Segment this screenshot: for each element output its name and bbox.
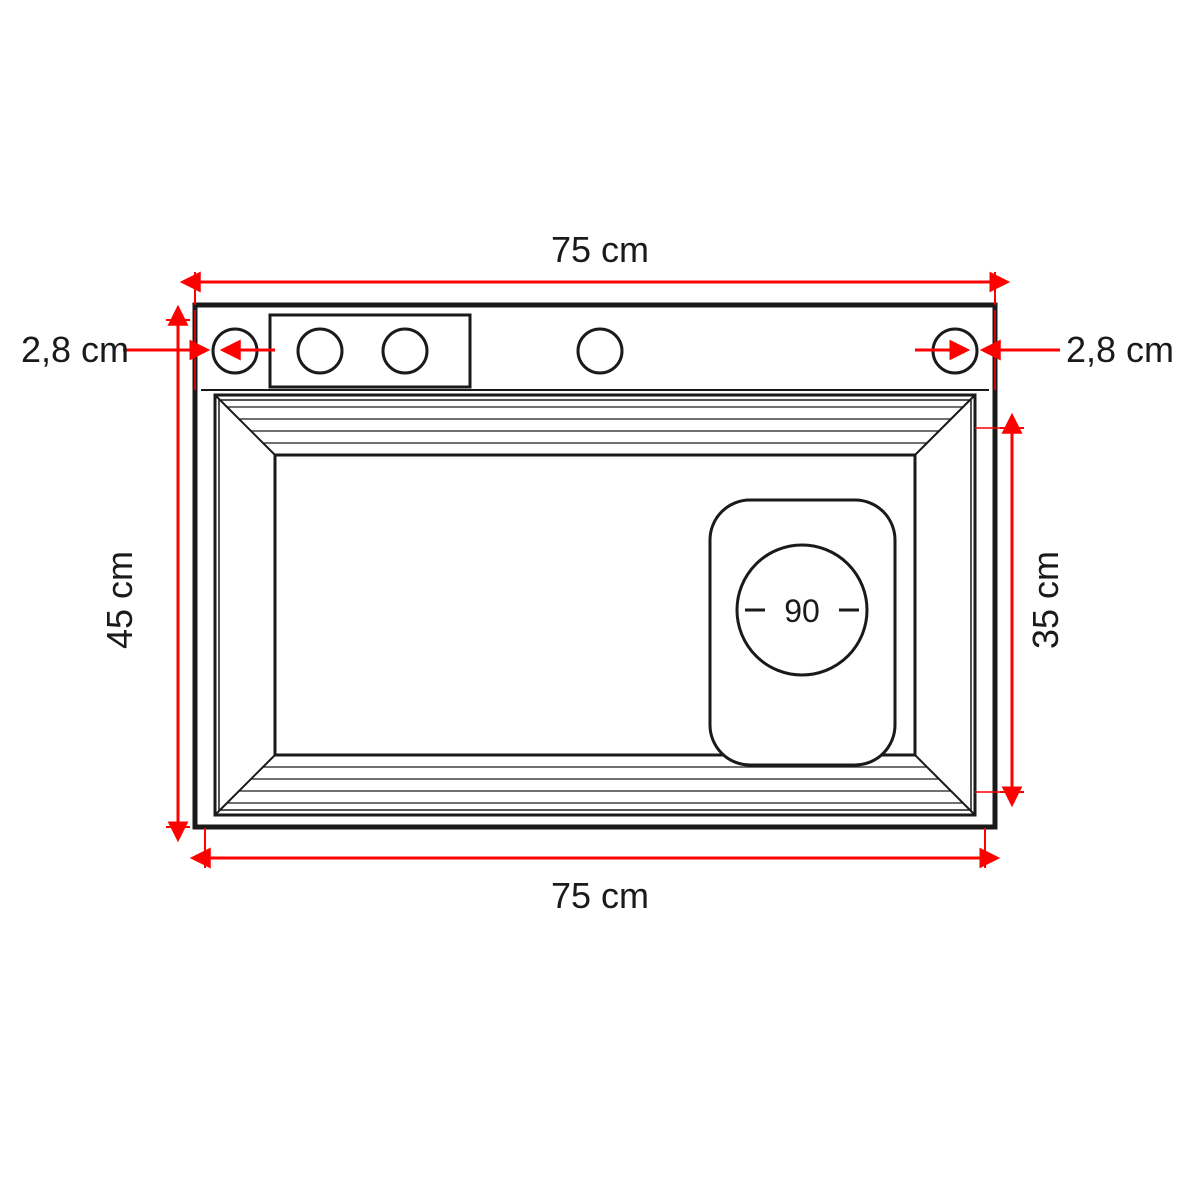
dim-right-margin: 2,8 cm (1066, 329, 1174, 370)
product-outline: 90 (195, 305, 995, 827)
sink-dimension-diagram: 90 75 cm 75 cm 45 cm 35 cm 2,8 cm 2,8 cm (0, 0, 1200, 1200)
knob-hole-1 (298, 329, 342, 373)
dim-right-height: 35 cm (1025, 551, 1066, 649)
drain-plate (710, 500, 895, 765)
knob-hole-3 (578, 329, 622, 373)
drain-diameter-label: 90 (784, 593, 820, 629)
knob-hole-2 (383, 329, 427, 373)
dim-left-margin: 2,8 cm (21, 329, 129, 370)
dim-bottom-width: 75 cm (551, 875, 649, 916)
dim-left-height: 45 cm (99, 551, 140, 649)
dim-top-width: 75 cm (551, 229, 649, 270)
